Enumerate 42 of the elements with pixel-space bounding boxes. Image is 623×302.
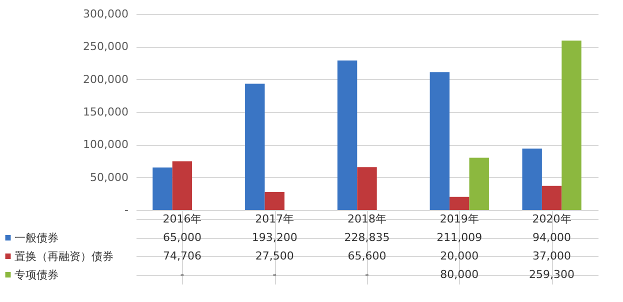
data-label: 74,706 — [162, 249, 202, 262]
data-label: 65,000 — [162, 230, 202, 244]
legend-label: 置换（再融资）债券 — [14, 250, 114, 263]
legend-label: 专项债券 — [14, 268, 58, 282]
bar — [430, 72, 450, 210]
data-label: 193,200 — [252, 230, 298, 244]
data-label: 65,600 — [348, 249, 386, 262]
text: - — [272, 268, 277, 281]
data-label: 259,300 — [529, 268, 575, 281]
bar — [522, 148, 542, 210]
text: - — [180, 268, 184, 281]
y-tick-label: 300,000 — [83, 8, 128, 20]
data-label: 27,500 — [255, 249, 294, 262]
data-label: 20,000 — [440, 249, 479, 262]
x-tick-label: 2018年 — [348, 212, 386, 226]
y-tick-label: 100,000 — [83, 138, 128, 152]
y-tick-label: 150,000 — [83, 106, 128, 118]
bar — [245, 84, 265, 210]
y-tick-label: 250,000 — [83, 40, 128, 54]
x-tick-label: 2017年 — [255, 212, 294, 226]
x-tick-label: 2020年 — [532, 212, 572, 226]
legend-label: 一般债券 — [14, 231, 58, 244]
bar — [562, 40, 582, 210]
data-label: 228,835 — [344, 230, 390, 244]
data-label: 94,000 — [532, 230, 572, 244]
bar — [542, 186, 562, 210]
x-tick-label: 2019年 — [440, 212, 479, 226]
data-label: 37,000 — [532, 249, 572, 262]
bar — [152, 168, 172, 210]
bar — [337, 60, 358, 210]
bar — [172, 161, 192, 210]
x-tick-label: 2016年 — [162, 212, 202, 226]
bar — [450, 196, 470, 210]
text: - — [365, 268, 369, 281]
y-tick-label: 50,000 — [90, 170, 128, 184]
bar — [357, 167, 377, 210]
bar — [264, 192, 284, 210]
y-tick-label: 200,000 — [83, 72, 128, 86]
data-label: 211,009 — [436, 230, 482, 244]
data-label: 80,000 — [440, 268, 479, 281]
y-tick-label: - — [124, 204, 129, 216]
bar — [469, 158, 489, 210]
